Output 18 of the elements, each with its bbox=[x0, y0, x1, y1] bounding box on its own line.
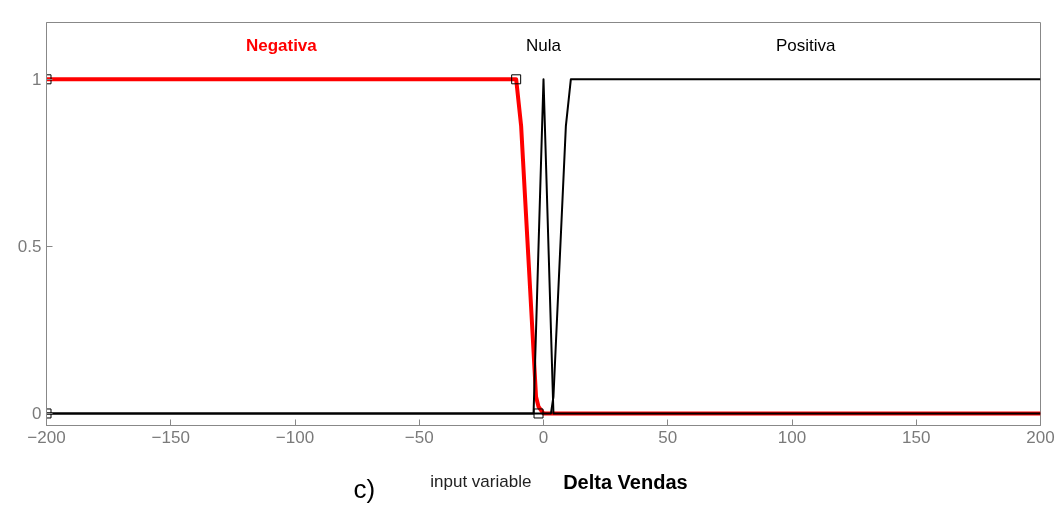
x-tick-label: 100 bbox=[777, 427, 807, 447]
series-label: Nula bbox=[526, 35, 562, 55]
x-tick-label: 200 bbox=[1026, 427, 1055, 447]
x-tick-label: −50 bbox=[404, 427, 434, 447]
x-tick-label: 0 bbox=[538, 427, 549, 447]
x-tick-label: −200 bbox=[27, 427, 66, 447]
y-tick-label: 0 bbox=[32, 404, 42, 424]
x-tick-label: 50 bbox=[658, 427, 678, 447]
x-tick-label: −100 bbox=[275, 427, 315, 447]
text: Delta Vendas bbox=[563, 470, 688, 493]
x-tick-label: 150 bbox=[902, 427, 931, 447]
series-label: Negativa bbox=[245, 35, 318, 55]
series-label: Positiva bbox=[775, 35, 836, 55]
x-axis-title: input variable bbox=[430, 472, 532, 491]
y-tick-label: 0.5 bbox=[17, 237, 42, 257]
text: c) bbox=[353, 473, 376, 504]
x-tick-label: −150 bbox=[151, 427, 190, 447]
y-tick-label: 1 bbox=[32, 70, 42, 90]
